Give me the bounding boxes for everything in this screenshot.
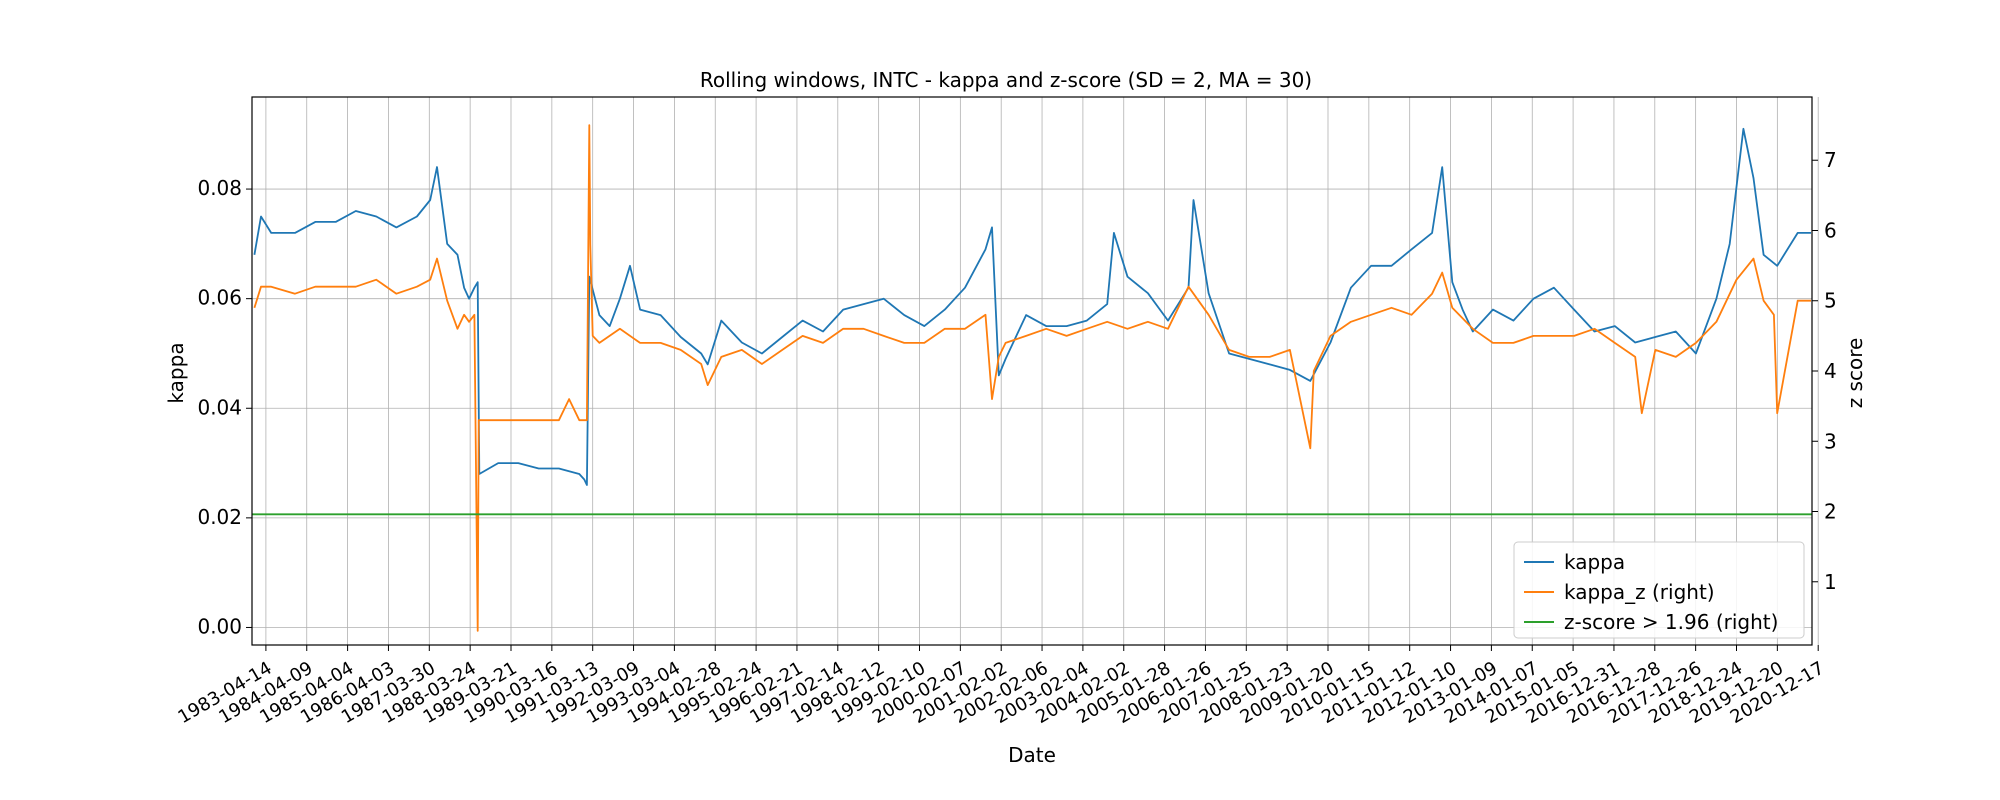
plot-area bbox=[252, 124, 1812, 632]
y-tick-label: 0.08 bbox=[197, 176, 242, 200]
series-line-kappa-z bbox=[253, 124, 1811, 632]
y-tick-label: 0.06 bbox=[197, 286, 242, 310]
legend-box bbox=[1513, 541, 1805, 639]
y2-tick-label: 3 bbox=[1824, 429, 1837, 453]
x-axis-label: Date bbox=[1008, 743, 1056, 767]
y2-tick-label: 2 bbox=[1824, 500, 1837, 524]
y-tick-label: 0.00 bbox=[197, 614, 242, 638]
series-line-kappa bbox=[253, 127, 1811, 486]
y-tick-label: 0.04 bbox=[197, 395, 242, 419]
y2-tick-label: 6 bbox=[1824, 218, 1837, 242]
legend-label: kappa_z (right) bbox=[1564, 580, 1715, 604]
y2-tick-label: 5 bbox=[1824, 289, 1837, 313]
y2-tick-label: 4 bbox=[1824, 359, 1837, 383]
legend: kappa kappa_z (right) z-score > 1.96 (righ… bbox=[1513, 541, 1805, 639]
y-axis-left: 0.00 0.02 0.04 0.06 0.08 bbox=[197, 176, 252, 638]
y2-tick-label: 7 bbox=[1824, 148, 1837, 172]
x-axis: 1983-04-141984-04-091985-04-041986-04-03… bbox=[175, 645, 1828, 728]
chart-title: Rolling windows, INTC - kappa and z-scor… bbox=[700, 68, 1312, 92]
legend-label: z-score > 1.96 (right) bbox=[1564, 610, 1778, 634]
y2-tick-label: 1 bbox=[1824, 570, 1837, 594]
legend-label: kappa bbox=[1564, 550, 1625, 574]
y-axis-label: kappa bbox=[164, 342, 188, 403]
y2-axis-label: z score bbox=[1843, 338, 1867, 409]
y-tick-label: 0.02 bbox=[197, 505, 242, 529]
y-axis-right: 1 2 3 4 5 6 7 bbox=[1812, 148, 1837, 594]
